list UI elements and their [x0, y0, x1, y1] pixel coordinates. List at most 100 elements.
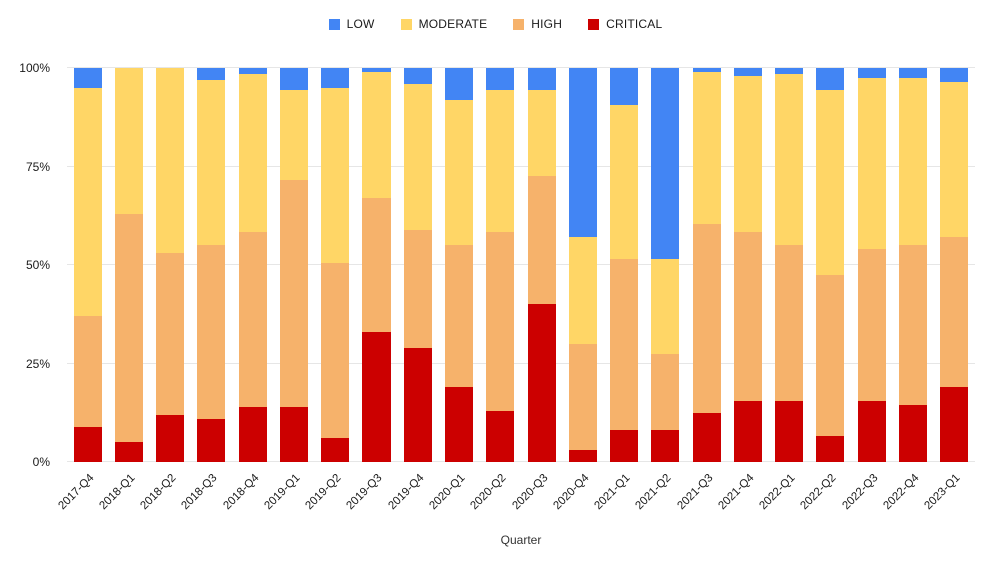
bar-segment-critical[interactable]	[568, 450, 597, 462]
bar-segment-low[interactable]	[857, 68, 886, 78]
bar-segment-low[interactable]	[775, 68, 804, 74]
bar-segment-critical[interactable]	[403, 347, 432, 462]
bar-segment-low[interactable]	[610, 68, 639, 106]
bar-segment-low[interactable]	[362, 68, 391, 72]
bar-2022-Q4[interactable]	[898, 68, 927, 462]
bar-segment-moderate[interactable]	[940, 81, 969, 238]
bar-segment-high[interactable]	[775, 245, 804, 401]
bar-segment-moderate[interactable]	[651, 259, 680, 354]
bar-segment-critical[interactable]	[486, 410, 515, 462]
bar-segment-high[interactable]	[527, 176, 556, 305]
bar-segment-moderate[interactable]	[73, 87, 102, 317]
bar-segment-moderate[interactable]	[692, 71, 721, 224]
bar-2020-Q2[interactable]	[486, 68, 515, 462]
bar-segment-low[interactable]	[486, 68, 515, 90]
bar-segment-low[interactable]	[73, 68, 102, 88]
bar-segment-low[interactable]	[197, 68, 226, 80]
bar-segment-critical[interactable]	[527, 304, 556, 462]
bar-segment-high[interactable]	[321, 263, 350, 439]
bar-segment-low[interactable]	[898, 68, 927, 78]
bar-segment-critical[interactable]	[445, 387, 474, 462]
bar-segment-moderate[interactable]	[527, 89, 556, 177]
bar-segment-critical[interactable]	[733, 400, 762, 462]
bar-segment-critical[interactable]	[610, 430, 639, 462]
bar-segment-moderate[interactable]	[857, 77, 886, 250]
bar-2018-Q3[interactable]	[197, 68, 226, 462]
bar-2020-Q3[interactable]	[527, 68, 556, 462]
bar-2022-Q1[interactable]	[775, 68, 804, 462]
bar-segment-critical[interactable]	[238, 406, 267, 462]
bar-segment-high[interactable]	[73, 316, 102, 427]
bar-segment-high[interactable]	[362, 198, 391, 332]
bar-segment-moderate[interactable]	[486, 89, 515, 232]
bar-segment-critical[interactable]	[898, 404, 927, 462]
bar-2021-Q2[interactable]	[651, 68, 680, 462]
bar-2018-Q1[interactable]	[114, 68, 143, 462]
bar-segment-moderate[interactable]	[403, 83, 432, 230]
bar-segment-low[interactable]	[527, 68, 556, 90]
bar-segment-low[interactable]	[403, 68, 432, 84]
legend-item-critical[interactable]: CRITICAL	[588, 17, 662, 31]
bar-segment-low[interactable]	[692, 68, 721, 72]
bar-segment-critical[interactable]	[197, 418, 226, 462]
bar-segment-low[interactable]	[940, 68, 969, 82]
bar-segment-high[interactable]	[857, 249, 886, 401]
bar-segment-moderate[interactable]	[898, 77, 927, 246]
bar-segment-moderate[interactable]	[362, 71, 391, 199]
bar-segment-critical[interactable]	[114, 442, 143, 462]
bar-segment-moderate[interactable]	[238, 73, 267, 232]
bar-segment-moderate[interactable]	[279, 89, 308, 181]
bar-segment-critical[interactable]	[816, 436, 845, 462]
bar-segment-moderate[interactable]	[733, 75, 762, 232]
bar-segment-critical[interactable]	[279, 406, 308, 462]
bar-segment-high[interactable]	[197, 245, 226, 419]
bar-segment-high[interactable]	[445, 245, 474, 388]
bar-segment-high[interactable]	[279, 180, 308, 407]
bar-segment-moderate[interactable]	[610, 105, 639, 260]
legend-item-low[interactable]: LOW	[328, 17, 375, 31]
bar-2018-Q4[interactable]	[238, 68, 267, 462]
bar-segment-critical[interactable]	[362, 331, 391, 462]
bar-segment-critical[interactable]	[321, 438, 350, 462]
bar-segment-critical[interactable]	[857, 400, 886, 462]
bar-2021-Q3[interactable]	[692, 68, 721, 462]
bar-2019-Q2[interactable]	[321, 68, 350, 462]
bar-2019-Q1[interactable]	[279, 68, 308, 462]
bar-2023-Q1[interactable]	[940, 68, 969, 462]
bar-2022-Q3[interactable]	[857, 68, 886, 462]
bar-segment-high[interactable]	[156, 253, 185, 415]
bar-segment-high[interactable]	[114, 213, 143, 443]
legend-item-high[interactable]: HIGH	[513, 17, 562, 31]
bar-segment-high[interactable]	[692, 223, 721, 413]
bar-2020-Q1[interactable]	[445, 68, 474, 462]
bar-segment-high[interactable]	[940, 237, 969, 388]
bar-2019-Q4[interactable]	[403, 68, 432, 462]
bar-segment-low[interactable]	[238, 68, 267, 74]
bar-2019-Q3[interactable]	[362, 68, 391, 462]
bar-segment-moderate[interactable]	[445, 99, 474, 246]
bar-segment-low[interactable]	[445, 68, 474, 100]
bar-segment-high[interactable]	[733, 231, 762, 401]
bar-segment-high[interactable]	[238, 231, 267, 407]
bar-segment-moderate[interactable]	[568, 237, 597, 344]
bar-2020-Q4[interactable]	[568, 68, 597, 462]
bar-segment-high[interactable]	[816, 274, 845, 437]
bar-segment-low[interactable]	[651, 68, 680, 260]
bar-segment-high[interactable]	[610, 259, 639, 431]
bar-2017-Q4[interactable]	[73, 68, 102, 462]
bar-segment-critical[interactable]	[73, 426, 102, 462]
bar-segment-moderate[interactable]	[197, 79, 226, 246]
bar-segment-low[interactable]	[279, 68, 308, 90]
bar-segment-moderate[interactable]	[816, 89, 845, 275]
bar-segment-low[interactable]	[568, 68, 597, 238]
bar-segment-moderate[interactable]	[321, 87, 350, 264]
bar-segment-low[interactable]	[733, 68, 762, 76]
bar-segment-high[interactable]	[568, 343, 597, 451]
bar-2021-Q4[interactable]	[733, 68, 762, 462]
bar-segment-low[interactable]	[816, 68, 845, 90]
bar-segment-low[interactable]	[321, 68, 350, 88]
bar-segment-critical[interactable]	[156, 414, 185, 462]
bar-2022-Q2[interactable]	[816, 68, 845, 462]
bar-segment-high[interactable]	[651, 353, 680, 431]
bar-segment-moderate[interactable]	[775, 73, 804, 246]
